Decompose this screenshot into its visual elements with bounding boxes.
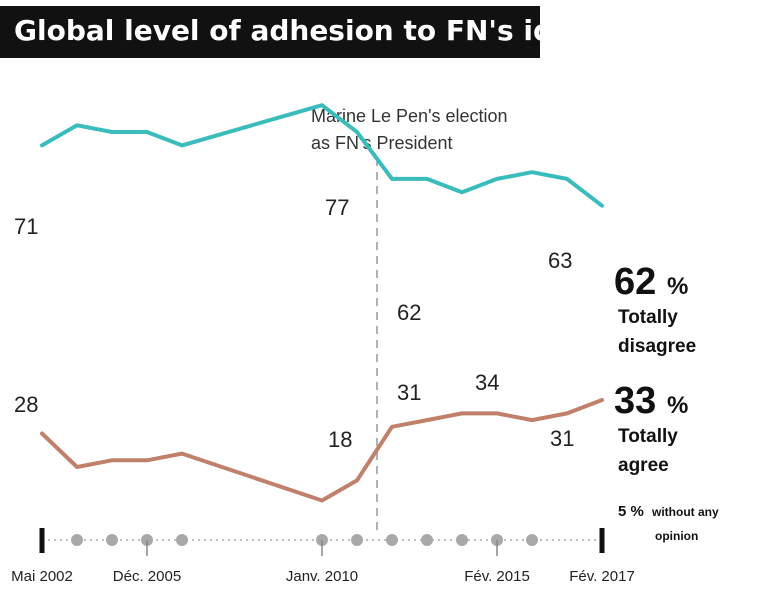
timeline-dot: [386, 534, 398, 546]
chart-title: Global level of adhesion to FN's ideas: [14, 14, 608, 47]
timeline-end-bar: [599, 528, 605, 553]
timeline-dot: [106, 534, 118, 546]
point-label-disagree-2011: 62: [397, 300, 421, 325]
point-label-agree-fev-2015: 34: [475, 370, 499, 395]
timeline-dot: [71, 534, 83, 546]
timeline-dot: [351, 534, 363, 546]
point-label-disagree-janv-2010: 77: [325, 195, 349, 220]
timeline-dot: [456, 534, 468, 546]
series-line-totally-disagree: [40, 103, 604, 208]
tick-label: Janv. 2010: [286, 568, 358, 585]
agree-legend-line1: Totally: [618, 426, 678, 447]
tick-label: Fév. 2017: [569, 568, 635, 585]
agree-end-value: 33 % Totally agree: [614, 380, 688, 476]
disagree-end-value: 62 % Totally disagree: [614, 261, 696, 357]
no-opinion-value: 5 %: [618, 503, 644, 520]
event-annotation-line2: as FN's President: [311, 133, 453, 153]
agree-end-unit: %: [667, 392, 688, 419]
timeline-dot: [526, 534, 538, 546]
point-label-agree-mai-2002: 28: [14, 392, 38, 417]
timeline-marks: Mai 2002 Déc. 2005 Janv. 2010 Fév. 2015 Fév.…: [11, 528, 635, 585]
tick-label: Mai 2002: [11, 568, 73, 585]
disagree-legend-line1: Totally: [618, 307, 678, 328]
timeline-dot: [176, 534, 188, 546]
title-bar: Global level of adhesion to FN's ideas: [0, 6, 608, 58]
no-opinion-note: 5 % without any opinion: [618, 503, 719, 543]
point-label-agree-2016: 31: [550, 426, 574, 451]
no-opinion-text-line2: opinion: [655, 529, 698, 543]
disagree-legend-line2: disagree: [618, 336, 696, 357]
point-label-agree-janv-2010: 18: [328, 427, 352, 452]
series-lines: [40, 103, 604, 503]
timeline-end-bar: [39, 528, 45, 553]
tick-label: Fév. 2015: [464, 568, 530, 585]
series-line-totally-agree: [40, 398, 604, 503]
agree-point-labels: 28 18 31 34 31: [14, 370, 574, 452]
disagree-end-unit: %: [667, 273, 688, 300]
timeline-dot: [421, 534, 433, 546]
disagree-end-number: 62: [614, 261, 656, 303]
agree-end-number: 33: [614, 380, 656, 422]
event-annotation-line1: Marine Le Pen's election: [311, 106, 508, 126]
tick-label: Déc. 2005: [113, 568, 181, 585]
disagree-point-labels: 71 77 62 63: [14, 195, 572, 325]
point-label-agree-2011: 31: [397, 380, 421, 405]
no-opinion-text-line1: without any: [651, 505, 719, 519]
point-label-disagree-mai-2002: 71: [14, 214, 38, 239]
point-label-disagree-2016: 63: [548, 248, 572, 273]
agree-legend-line2: agree: [618, 455, 669, 476]
